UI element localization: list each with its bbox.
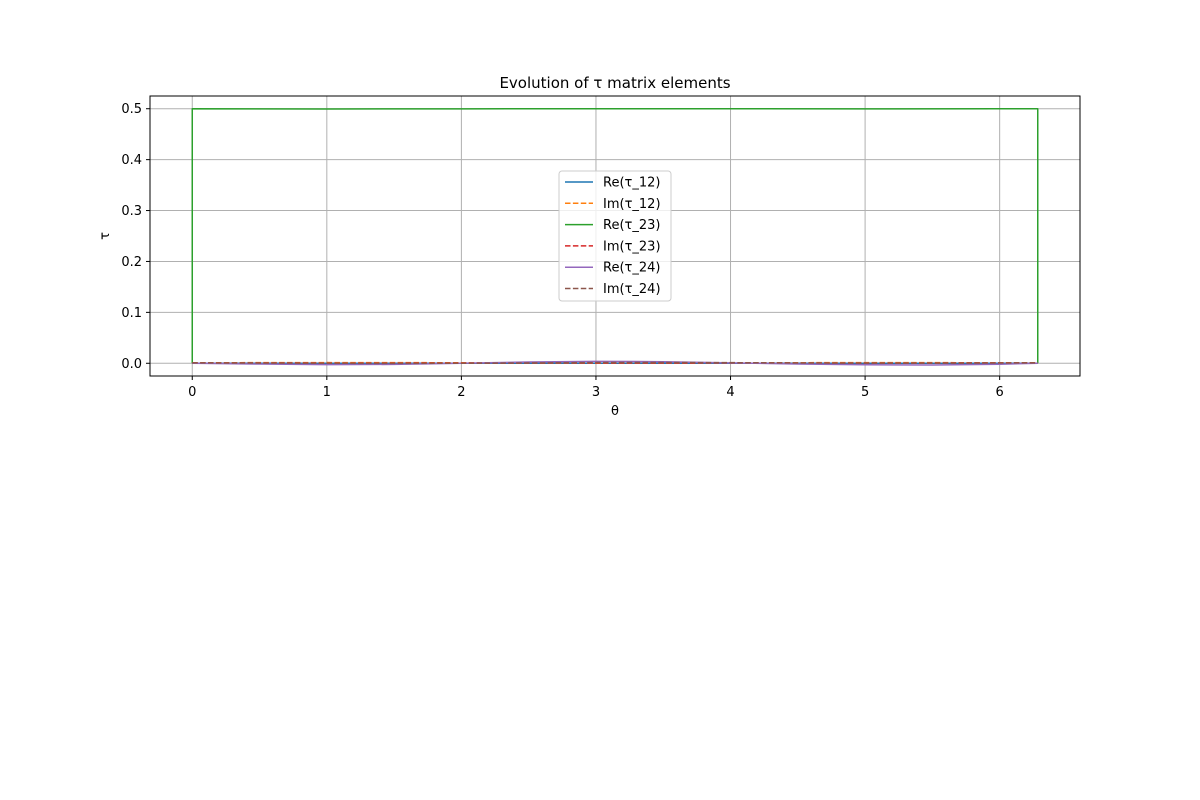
y-ticks: 0.0 0.1 0.2 0.3 0.4 0.5 — [121, 102, 150, 372]
series-line-5 — [192, 360, 1038, 366]
series-line-3 — [191, 107, 1039, 364]
x-tick-label: 6 — [996, 385, 1004, 400]
x-ticks: 0 1 2 3 4 5 6 — [188, 376, 1004, 400]
legend-label-5: Re(τ_24) — [603, 261, 660, 276]
y-tick-label: 0.1 — [121, 306, 142, 321]
y-tick-label: 0.2 — [121, 255, 142, 270]
series-line-6 — [192, 361, 1038, 365]
x-tick-label: 0 — [188, 385, 196, 400]
x-tick-label: 5 — [861, 385, 869, 400]
x-tick-label: 2 — [457, 385, 465, 400]
legend-box — [558, 170, 672, 302]
y-tick-label: 0.4 — [121, 153, 142, 168]
chart-title: Evolution of τ matrix elements — [499, 74, 730, 92]
x-tick-label: 1 — [323, 385, 331, 400]
legend-label-2: Im(τ_12) — [603, 197, 661, 212]
y-axis-label: τ — [98, 232, 113, 240]
x-axis-label: θ — [611, 404, 619, 419]
plot-frame — [149, 95, 1081, 377]
legend-label-6: Im(τ_24) — [603, 282, 661, 297]
legend-label-3: Re(τ_23) — [603, 218, 660, 233]
legend-label-4: Im(τ_23) — [603, 239, 661, 254]
legend: Re(τ_12) Im(τ_12) Re(τ_23) Im(τ_23) Re(τ_24)… — [558, 170, 672, 302]
y-tick-label: 0.3 — [121, 204, 142, 219]
x-tick-label: 3 — [592, 385, 600, 400]
series-lines — [191, 107, 1039, 366]
legend-label-1: Re(τ_12) — [603, 176, 660, 191]
x-tick-label: 4 — [726, 385, 734, 400]
y-tick-label: 0.5 — [121, 102, 142, 117]
y-tick-label: 0.0 — [121, 357, 142, 372]
